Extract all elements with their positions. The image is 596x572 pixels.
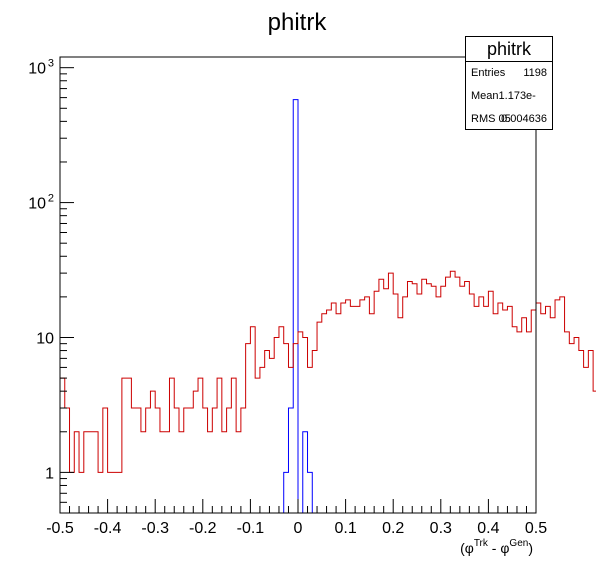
x-tick-label: 0.1 bbox=[334, 520, 356, 537]
series-layer bbox=[59, 99, 596, 514]
x-tick-label: -0.4 bbox=[94, 520, 122, 537]
stats-label: Mean bbox=[471, 90, 499, 102]
stats-title: phitrk bbox=[466, 37, 552, 62]
x-tick-label: -0.1 bbox=[237, 520, 265, 537]
stats-value: 0.004636 bbox=[501, 113, 547, 125]
x-tick-label: -0.3 bbox=[141, 520, 169, 537]
stats-label: RMS bbox=[471, 113, 496, 125]
y-tick-exponent: 2 bbox=[48, 193, 54, 205]
chart-title: phitrk bbox=[268, 9, 328, 36]
x-axis: -0.5 -0.4 -0.3 -0.2 -0.1 0 0.1 0.2 0.3 0.4 0.5 bbox=[46, 499, 547, 537]
x-tick-label: 0.2 bbox=[382, 520, 404, 537]
stats-value: 1.173e-05 bbox=[498, 90, 536, 125]
stats-row-entries: Entries 1198 bbox=[466, 62, 552, 85]
x-tick-label: -0.5 bbox=[46, 520, 74, 537]
stats-value: 1198 bbox=[523, 67, 547, 79]
stats-label: Entries bbox=[471, 67, 506, 79]
x-title-part: (φ bbox=[460, 540, 474, 556]
histogram-series bbox=[59, 270, 596, 513]
x-tick-label: 0 bbox=[294, 520, 303, 537]
x-title-superscript: Gen bbox=[509, 538, 528, 549]
x-tick-label: 0.5 bbox=[525, 520, 547, 537]
x-title-part: ) bbox=[528, 540, 533, 556]
y-tick-label: 10 bbox=[28, 196, 46, 213]
stats-row-mean: Mean 1.173e-05 bbox=[466, 85, 552, 125]
stats-row-rms: RMS 0.004636 bbox=[466, 108, 552, 131]
y-tick-label: 10 bbox=[36, 330, 54, 347]
x-tick-label: 0.4 bbox=[477, 520, 499, 537]
x-title-part: - φ bbox=[488, 540, 510, 556]
histogram-series bbox=[283, 99, 318, 514]
x-axis-title: (φTrk - φGen) bbox=[460, 538, 533, 556]
x-tick-label: -0.2 bbox=[189, 520, 217, 537]
y-tick-label: 10 bbox=[28, 61, 46, 78]
stats-box: phitrk Entries 1198 Mean 1.173e-05 RMS 0… bbox=[465, 36, 553, 130]
x-title-superscript: Trk bbox=[474, 538, 489, 549]
y-tick-exponent: 3 bbox=[48, 58, 54, 70]
x-tick-label: 0.3 bbox=[430, 520, 452, 537]
y-tick-label: 1 bbox=[45, 465, 54, 482]
